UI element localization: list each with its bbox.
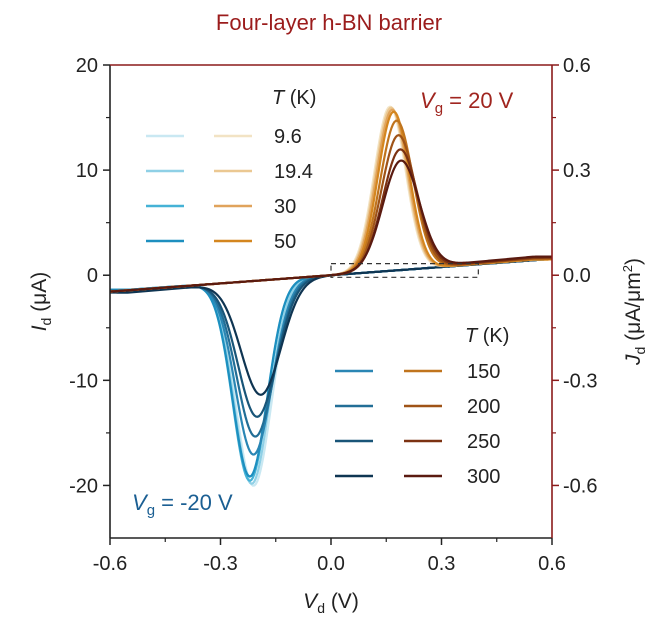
x-tick-label: -0.6 [93,553,127,575]
y-right-tick-label: -0.6 [563,475,597,497]
legend-top-temp: 50 [274,231,296,253]
y-right-tick-label: 0.0 [563,265,591,287]
legend-top-temp: 9.6 [274,126,302,148]
y-left-axis-label: Id (μA) [28,272,54,332]
legend-top-temp: 19.4 [274,161,313,183]
dashed-inset-box [330,263,479,278]
y-left-tick-label: 0 [87,265,98,287]
vg-positive-annotation: Vg = 20 V [420,88,514,117]
curves [109,105,553,487]
y-right-tick-label: -0.3 [563,370,597,392]
legend-bottom-temp: 300 [467,466,500,488]
y-right-tick-label: 0.6 [563,55,591,77]
legend-bottom-temp: 150 [467,361,500,383]
y-left-tick-label: -20 [69,475,98,497]
y-left-tick-label: 10 [76,160,98,182]
legend-bottom-title: T (K) [465,325,509,347]
x-axis-label: Vd (V) [303,590,359,616]
y-right-label-group: Jd (μA/μm2) [620,258,648,366]
y-right-axis-label: Jd (μA/μm2) [620,258,648,366]
y-left-label-group: Id (μA) [28,272,54,332]
chart-title: Four-layer h-BN barrier [215,10,443,35]
legend-bottom-temp: 200 [467,396,500,418]
y-left-tick-label: 20 [76,55,98,77]
y-left-tick-label: -10 [69,370,98,392]
series-line-pos-300 [109,159,552,293]
x-tick-label: 0.6 [538,553,566,575]
y-right-tick-label: 0.3 [563,160,591,182]
legend-bottom-temp: 250 [467,431,500,453]
x-tick-label: 0.0 [317,553,345,575]
x-tick-label: 0.3 [428,553,456,575]
vg-negative-annotation: Vg = -20 V [132,490,233,519]
x-tick-label: -0.3 [203,553,237,575]
legend-top-title: T (K) [272,87,316,109]
legend-top-temp: 30 [274,196,296,218]
